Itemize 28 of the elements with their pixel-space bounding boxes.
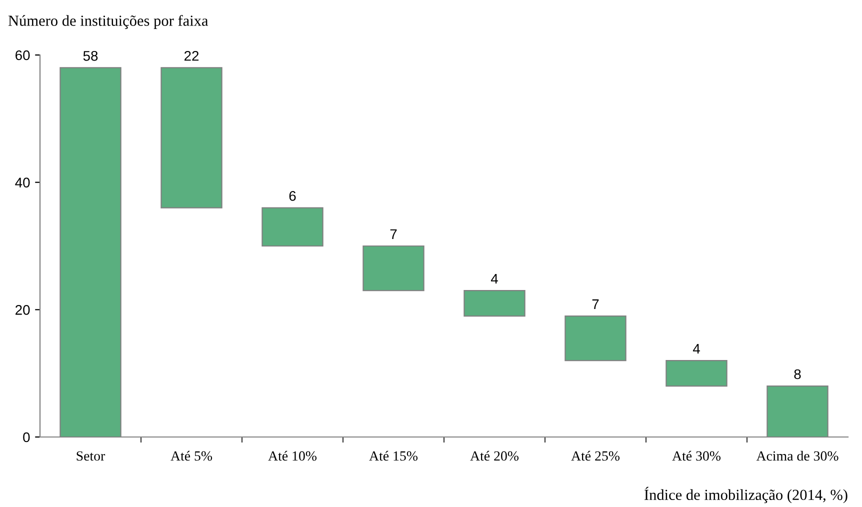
bar: [160, 67, 222, 208]
y-axis-title: Número de instituições por faixa: [8, 14, 208, 30]
bar: [666, 360, 728, 387]
x-tick-label: Até 10%: [268, 450, 317, 461]
y-tick-label: 20: [16, 305, 30, 315]
data-label: 7: [592, 299, 599, 309]
data-label: 4: [490, 274, 498, 284]
bar: [564, 315, 626, 362]
data-label: 58: [83, 50, 98, 61]
bar: [362, 245, 424, 292]
data-label: 4: [692, 344, 700, 354]
x-tick-label: Até 25%: [571, 450, 620, 461]
data-label: 6: [289, 191, 296, 201]
x-tick-label: Até 15%: [369, 450, 418, 461]
data-label: 22: [184, 50, 199, 61]
y-tick-label: 60: [16, 50, 30, 60]
x-tick-label: Acima de 30%: [756, 450, 838, 461]
x-tick-label: Até 20%: [470, 450, 519, 461]
y-tick-label: 0: [23, 432, 30, 442]
x-tick-label: Setor: [76, 451, 106, 461]
data-label: 8: [794, 369, 801, 380]
y-tick-label: 40: [15, 178, 30, 188]
bar: [464, 290, 526, 317]
x-tick-label: Até 30%: [672, 450, 721, 461]
x-tick-label: Até 5%: [170, 450, 212, 461]
data-label: 7: [390, 229, 397, 239]
x-axis-title: Índice de imobilização (2014, %): [644, 486, 848, 504]
bar: [262, 207, 324, 247]
